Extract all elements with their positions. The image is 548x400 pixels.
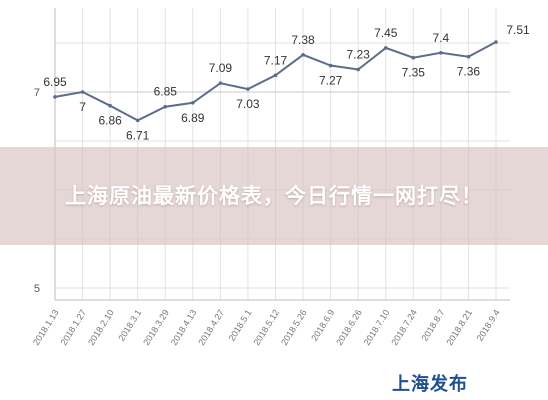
data-label: 6.95 bbox=[43, 75, 67, 89]
data-point bbox=[328, 63, 333, 68]
data-label: 6.85 bbox=[154, 85, 178, 99]
data-label: 7.36 bbox=[457, 65, 481, 79]
x-tick-label: 2018.8.7 bbox=[420, 308, 447, 343]
data-label: 7.51 bbox=[506, 23, 530, 37]
data-point bbox=[53, 95, 57, 99]
data-point bbox=[411, 55, 416, 60]
data-label: 7.03 bbox=[236, 97, 260, 111]
y-tick-label: 5 bbox=[34, 283, 40, 295]
data-point bbox=[439, 51, 443, 55]
data-label: 6.86 bbox=[98, 114, 122, 128]
x-tick-label: 2018.1.13 bbox=[31, 308, 61, 347]
data-point bbox=[191, 100, 195, 105]
x-tick-label: 2018.6.9 bbox=[309, 308, 336, 343]
x-tick-label: 2018.3.1 bbox=[116, 308, 143, 343]
data-label: 7.09 bbox=[209, 61, 233, 75]
x-tick-label: 2018.3.29 bbox=[141, 308, 171, 347]
data-point bbox=[301, 52, 305, 57]
data-label: 6.71 bbox=[126, 128, 150, 142]
x-tick-label: 2018.2.10 bbox=[86, 308, 116, 347]
data-label: 7.17 bbox=[264, 53, 288, 67]
x-tick-label: 2018.6.26 bbox=[334, 308, 364, 347]
x-tick-label: 2018.8.21 bbox=[444, 308, 474, 347]
data-label: 7.27 bbox=[319, 74, 343, 88]
x-tick-label: 2018.4.27 bbox=[196, 308, 226, 347]
data-labels: 6.95 7 6.86 6.71 6.856.89 7.09 7.03 7.177.38 7.2… bbox=[43, 23, 530, 142]
title-banner: 上海原油最新价格表，今日行情一网打尽！ bbox=[0, 147, 548, 245]
data-label: 7.35 bbox=[402, 66, 426, 80]
data-label: 7 bbox=[79, 100, 86, 114]
data-point bbox=[356, 67, 360, 72]
data-point bbox=[163, 104, 168, 109]
y-tick-labels: 75 bbox=[34, 87, 40, 295]
data-label: 7.45 bbox=[374, 26, 398, 40]
x-tick-label: 2018.5.26 bbox=[279, 308, 309, 347]
banner-title: 上海原油最新价格表，今日行情一网打尽！ bbox=[65, 184, 483, 208]
data-point bbox=[383, 46, 388, 50]
publisher-logo: 上海发布 bbox=[392, 374, 468, 395]
x-tick-label: 2018.5.1 bbox=[227, 308, 254, 343]
data-point bbox=[80, 90, 85, 94]
x-tick-label: 2018.4.13 bbox=[169, 308, 199, 347]
data-point bbox=[466, 54, 471, 59]
data-label: 7.38 bbox=[291, 33, 315, 47]
data-point bbox=[494, 40, 498, 44]
x-tick-label: 2018.7.10 bbox=[362, 308, 392, 347]
data-label: 6.89 bbox=[181, 111, 205, 125]
x-tick-label: 2018.1.27 bbox=[59, 308, 89, 347]
data-label: 7.23 bbox=[347, 47, 371, 61]
y-tick-label: 7 bbox=[34, 87, 40, 99]
data-point bbox=[108, 103, 112, 108]
data-point bbox=[218, 81, 223, 85]
data-point bbox=[273, 73, 278, 78]
data-points bbox=[53, 40, 498, 123]
x-tick-label: 2018.7.24 bbox=[389, 308, 419, 347]
x-tick-label: 2018.9.4 bbox=[475, 308, 502, 343]
data-point bbox=[246, 87, 250, 91]
data-point bbox=[135, 118, 140, 123]
x-tick-label: 2018.5.12 bbox=[251, 308, 281, 347]
data-label: 7.4 bbox=[433, 31, 450, 45]
